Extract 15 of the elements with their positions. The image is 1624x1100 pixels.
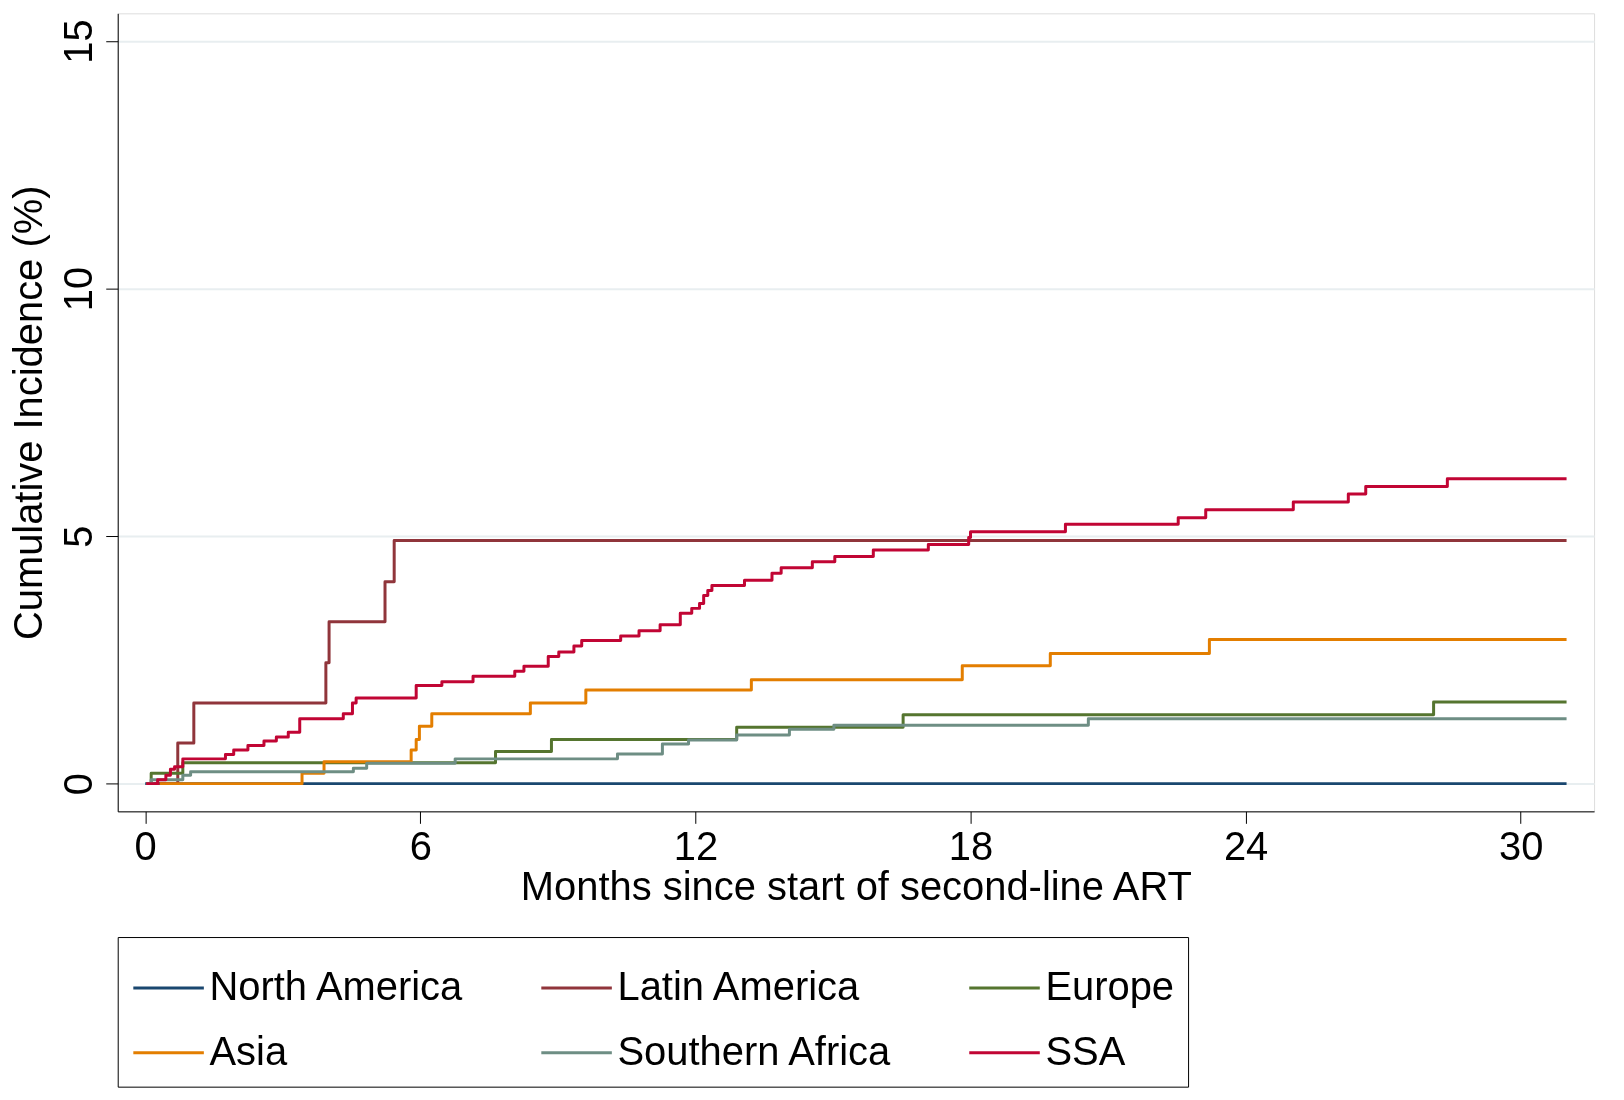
legend-label: North America [209,963,464,1008]
legend-label: Latin America [617,963,860,1008]
legend-label: Asia [209,1028,288,1073]
x-tick-label: 30 [1499,823,1544,868]
x-tick-label: 0 [134,823,157,868]
y-axis-title: Cumulative Incidence (%) [6,185,51,641]
y-tick-label: 5 [56,525,101,548]
y-tick-label: 0 [56,773,101,796]
legend-label: SSA [1045,1028,1126,1073]
y-tick-label: 15 [56,19,101,64]
legend-label: Europe [1045,963,1175,1008]
y-tick-label: 10 [56,266,101,312]
x-tick-label: 6 [409,823,432,868]
legend-label: Southern Africa [617,1028,892,1073]
x-tick-label: 24 [1223,823,1269,868]
